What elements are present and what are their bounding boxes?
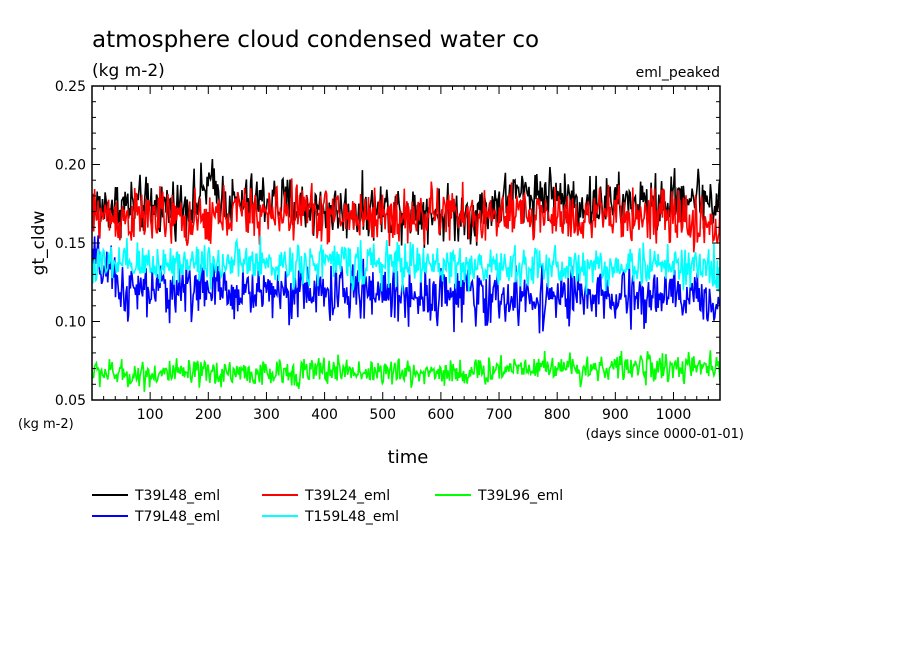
plot-area: 100 200 300 400 500 600 700 800 900 1000 0.05 0.10… bbox=[55, 79, 721, 423]
y-tick-label: 0.05 bbox=[55, 393, 86, 409]
y-tick-label: 0.25 bbox=[55, 79, 86, 95]
x-tick-label: 500 bbox=[369, 407, 396, 423]
x-tick-label: 800 bbox=[544, 407, 571, 423]
chart-subtitle: (kg m-2) bbox=[92, 61, 165, 81]
chart-annotation: eml_peaked bbox=[636, 65, 720, 81]
series-line-T159L48_eml bbox=[92, 235, 720, 295]
legend-label: T39L48_eml bbox=[134, 488, 220, 504]
series-line-T39L96_eml bbox=[92, 350, 720, 392]
y-axis-ticks: 0.05 0.10 0.15 0.20 0.25 bbox=[55, 79, 720, 409]
x-axis-ticks: 100 200 300 400 500 600 700 800 900 1000 bbox=[103, 86, 709, 423]
series-layer bbox=[92, 158, 720, 392]
x-tick-label: 1000 bbox=[656, 407, 692, 423]
x-axis-label: time bbox=[388, 447, 429, 468]
series-line-T79L48_eml bbox=[92, 235, 720, 334]
x-tick-label: 900 bbox=[602, 407, 629, 423]
x-tick-label: 200 bbox=[195, 407, 222, 423]
legend: T39L48_eml T39L24_eml T39L96_eml T79L48_eml… bbox=[92, 488, 563, 525]
x-tick-label: 300 bbox=[253, 407, 280, 423]
legend-label: T39L24_eml bbox=[304, 488, 390, 504]
y-tick-label: 0.20 bbox=[55, 158, 86, 174]
x-units-label: (days since 0000-01-01) bbox=[586, 427, 744, 442]
legend-label: T39L96_eml bbox=[477, 488, 563, 504]
y-axis-label: gt_cldw bbox=[29, 211, 49, 276]
x-tick-label: 400 bbox=[311, 407, 338, 423]
series-line-T39L24_eml bbox=[92, 178, 720, 253]
x-tick-label: 600 bbox=[428, 407, 455, 423]
y-tick-label: 0.15 bbox=[55, 236, 86, 252]
y-tick-label: 0.10 bbox=[55, 315, 86, 331]
x-tick-label: 700 bbox=[486, 407, 513, 423]
y-units-label: (kg m-2) bbox=[18, 417, 74, 432]
legend-label: T159L48_eml bbox=[304, 509, 399, 525]
legend-label: T79L48_eml bbox=[134, 509, 220, 525]
chart-title: atmosphere cloud condensed water co bbox=[92, 27, 539, 53]
x-tick-label: 100 bbox=[137, 407, 164, 423]
